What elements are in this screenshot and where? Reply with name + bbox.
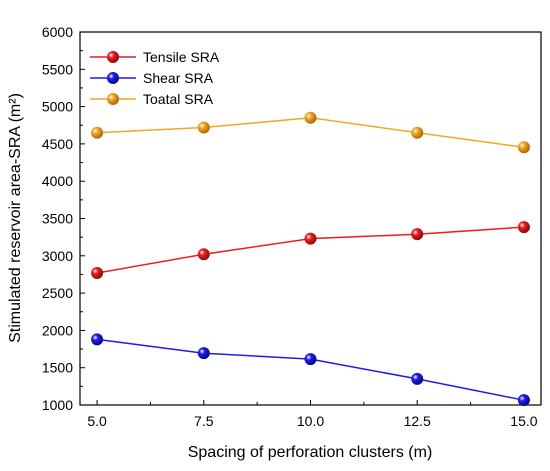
legend-label: Shear SRA	[143, 70, 214, 86]
x-tick-label: 12.5	[404, 413, 431, 429]
y-axis: 1000 1500 2000 2500 3000 3500 4000 4500 5000 5500…	[42, 24, 85, 413]
data-point	[411, 372, 424, 385]
plot-frame	[79, 31, 542, 406]
y-tick-label: 4000	[42, 173, 73, 189]
data-point	[197, 347, 210, 360]
data-point	[304, 353, 317, 366]
y-tick-label: 6000	[42, 24, 73, 40]
y-tick-label: 1000	[42, 397, 73, 413]
legend-marker	[107, 72, 119, 84]
y-tick-label: 4500	[42, 136, 73, 152]
data-point	[411, 228, 424, 241]
data-point	[197, 248, 210, 261]
data-point	[304, 111, 317, 124]
legend-label: Tensile SRA	[143, 49, 220, 65]
series-line	[97, 338, 525, 401]
x-tick-label: 5.0	[87, 413, 107, 429]
data-point	[91, 266, 104, 279]
x-tick-label: 15.0	[510, 413, 537, 429]
legend: Tensile SRA Shear SRA Toatal SRA	[90, 49, 220, 107]
x-axis-title: Spacing of perforation clusters (m)	[188, 444, 433, 461]
data-point	[91, 333, 104, 346]
data-point	[304, 232, 317, 245]
y-tick-label: 5000	[42, 99, 73, 115]
y-tick-label: 3000	[42, 248, 73, 264]
x-tick-label: 10.0	[297, 413, 324, 429]
y-tick-label: 2000	[42, 322, 73, 338]
data-point	[197, 121, 210, 134]
legend-label: Toatal SRA	[143, 91, 214, 107]
x-tick-label: 7.5	[194, 413, 214, 429]
y-axis-title: Stimulated reservoir area-SRA (m²)	[7, 93, 24, 343]
y-tick-label: 2500	[42, 285, 73, 301]
data-point	[91, 126, 104, 139]
x-axis: 5.0 7.5 10.0 12.5 15.0	[87, 400, 538, 429]
data-point	[411, 126, 424, 139]
legend-marker	[107, 93, 119, 105]
legend-marker	[107, 51, 119, 63]
series-layer	[91, 111, 530, 407]
data-point	[517, 141, 530, 154]
y-tick-label: 3500	[42, 211, 73, 227]
data-point	[517, 394, 530, 407]
y-tick-label: 1500	[42, 360, 73, 376]
y-tick-label: 5500	[42, 61, 73, 77]
data-point	[517, 221, 530, 234]
